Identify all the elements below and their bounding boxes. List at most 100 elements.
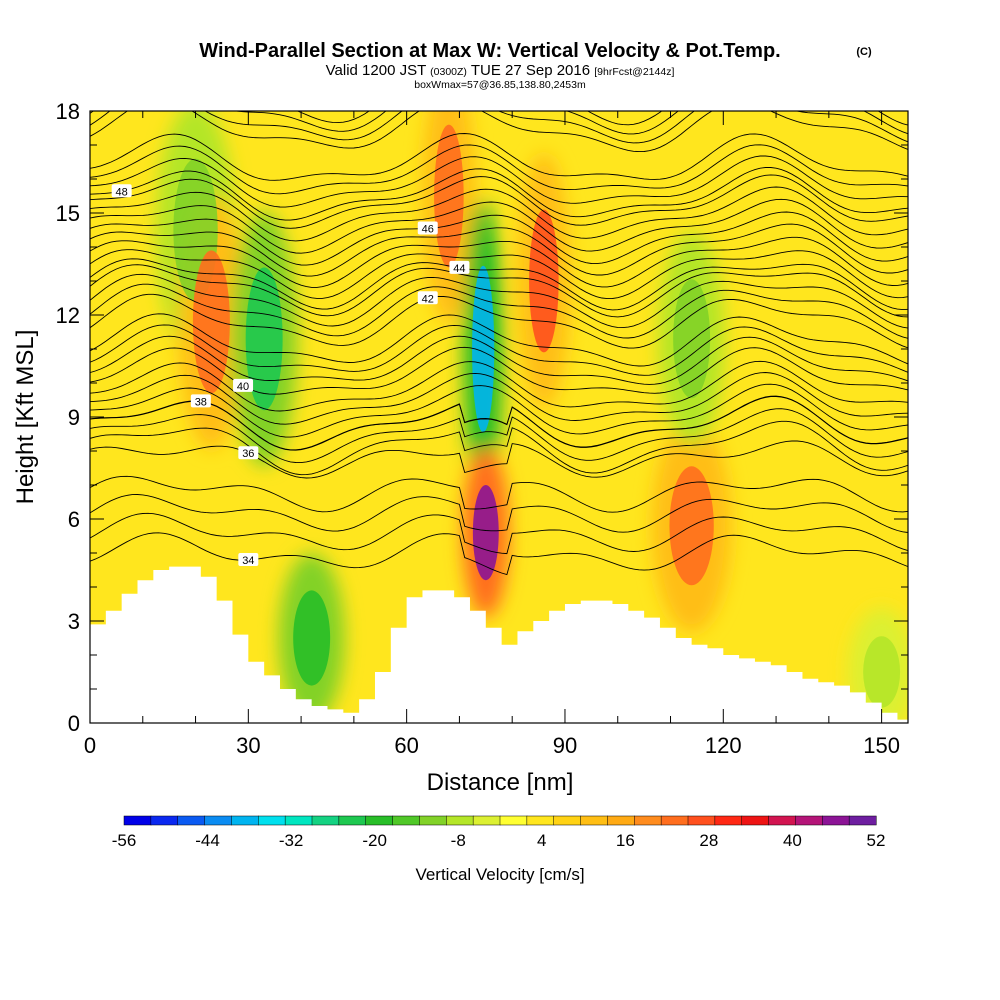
theta-contour-line: [90, 313, 908, 367]
theta-contour-line: [90, 494, 908, 533]
colorbar-swatch: [338, 815, 367, 826]
valid-utc: (0300Z): [430, 66, 467, 78]
y-axis-label: Height [Kft MSL]: [12, 330, 39, 505]
theta-contour-line: [90, 420, 908, 476]
colorbar-tick-label: -56: [112, 831, 137, 850]
colorbar-swatch: [741, 815, 770, 826]
theta-contour-line: [90, 475, 908, 513]
theta-contour-label-text: 50: [168, 97, 180, 109]
colorbar-tick-label: -32: [279, 831, 304, 850]
y-tick-label: 3: [68, 609, 80, 634]
theta-contour-label: 40: [233, 378, 254, 393]
colorbar-swatch: [580, 815, 608, 826]
colorbar-swatch: [526, 815, 555, 826]
theta-contour-line: [90, 236, 908, 288]
theta-contour-line: [90, 223, 908, 277]
theta-contour-line: [90, 372, 908, 425]
theta-contour-label-text: 40: [237, 381, 249, 393]
colorbar-swatch: [123, 815, 152, 826]
colorbar-tick-label: -8: [451, 831, 466, 850]
colorbar-swatch: [284, 815, 313, 826]
colorbar-swatch: [177, 815, 206, 826]
colorbar-swatch: [822, 815, 850, 826]
valid-time: Valid 1200 JST: [326, 62, 426, 79]
theta-contour-line: [90, 186, 908, 242]
x-tick-label: 0: [84, 733, 96, 758]
theta-contour-line: [90, 283, 908, 339]
theta-contour-label-text: 36: [242, 448, 254, 460]
theta-contour-line: [90, 198, 908, 254]
theta-contour-label-text: 46: [422, 223, 434, 235]
theta-contour-line: [90, 144, 908, 195]
colorbar-swatch: [446, 815, 474, 826]
theta-contour-labels: 34 36 38 40 42 44 46 48 50: [111, 97, 470, 567]
colorbar-tick-label: -20: [362, 831, 387, 850]
colorbar-swatch: [714, 815, 743, 826]
theta-contour-label: 46: [417, 221, 438, 235]
velocity-region: [472, 484, 499, 581]
theta-contour-label: 36: [238, 446, 259, 460]
chart-subtitle: Valid 1200 JST (0300Z) TUE 27 Sep 2016 […: [326, 62, 675, 79]
colorbar-swatch: [204, 815, 232, 826]
velocity-region: [192, 250, 230, 394]
theta-contour-label-text: 34: [242, 555, 254, 567]
colorbar-tick-label: 40: [783, 831, 802, 850]
theta-contour-line: [90, 258, 908, 311]
theta-contour-line: [90, 264, 908, 318]
colorbar-swatch: [607, 815, 635, 826]
colorbar-swatch: [634, 815, 662, 826]
colorbar-swatch: [231, 815, 259, 826]
x-tick-label: 30: [236, 733, 260, 758]
plot-area: 34 36 38 40 42 44 46 48 50: [89, 97, 909, 724]
y-tick-label: 0: [68, 711, 80, 736]
theta-contour-label: 38: [190, 394, 211, 408]
x-tick-label: 60: [394, 733, 418, 758]
forecast-info: [9hrFcst@2144z]: [594, 66, 674, 78]
theta-contour-line: [90, 211, 908, 266]
colorbar-swatch: [660, 815, 689, 826]
colorbar: -56 -44 -32 -20 -8 4 16 28 40 52: [112, 815, 886, 850]
y-tick-label: 18: [56, 99, 80, 124]
colorbar-swatch: [392, 815, 420, 826]
x-tick-label: 120: [705, 733, 742, 758]
colorbar-title: Vertical Velocity [cm/s]: [415, 865, 584, 884]
theta-contour-line: [90, 532, 908, 576]
chart-title: Wind-Parallel Section at Max W: Vertical…: [199, 40, 780, 62]
velocity-region: [245, 267, 283, 411]
colorbar-swatch: [795, 815, 823, 826]
colorbar-swatch: [365, 815, 394, 826]
y-tick-label: 15: [56, 201, 80, 226]
theta-contour-label: 48: [111, 184, 132, 198]
colorbar-swatch: [150, 815, 179, 826]
theta-contour-line: [90, 512, 908, 555]
y-tick-label: 12: [56, 303, 80, 328]
theta-contour-line: [90, 360, 908, 412]
theta-contour-line: [90, 293, 908, 349]
theta-contour-line: [90, 408, 908, 464]
theta-contour-line: [90, 273, 908, 329]
copyright-mark: (C): [856, 46, 872, 58]
theta-contour-line: [90, 346, 908, 395]
colorbar-tick-label: 52: [867, 831, 886, 850]
velocity-region: [293, 590, 331, 686]
theta-contour-line: [90, 395, 908, 451]
terrain: [90, 566, 908, 723]
theta-contour-label: 42: [417, 291, 438, 305]
theta-contour-line: [90, 324, 908, 376]
x-tick-label: 90: [553, 733, 577, 758]
y-tick-label: 6: [68, 507, 80, 532]
colorbar-tick-label: 28: [699, 831, 718, 850]
theta-contour-line: [90, 383, 908, 438]
colorbar-tick-label: 16: [616, 831, 635, 850]
theta-contour-line: [90, 335, 908, 385]
colorbar-swatch: [419, 815, 447, 826]
theta-contour-label-text: 44: [453, 263, 465, 275]
velocity-region: [529, 209, 559, 353]
theta-contour-label-text: 38: [195, 396, 207, 408]
theta-contour-line: [90, 249, 908, 300]
colorbar-swatch: [553, 815, 582, 826]
x-tick-label: 150: [863, 733, 900, 758]
y-tick-label: 9: [68, 405, 80, 430]
theta-contour-line: [90, 174, 908, 229]
